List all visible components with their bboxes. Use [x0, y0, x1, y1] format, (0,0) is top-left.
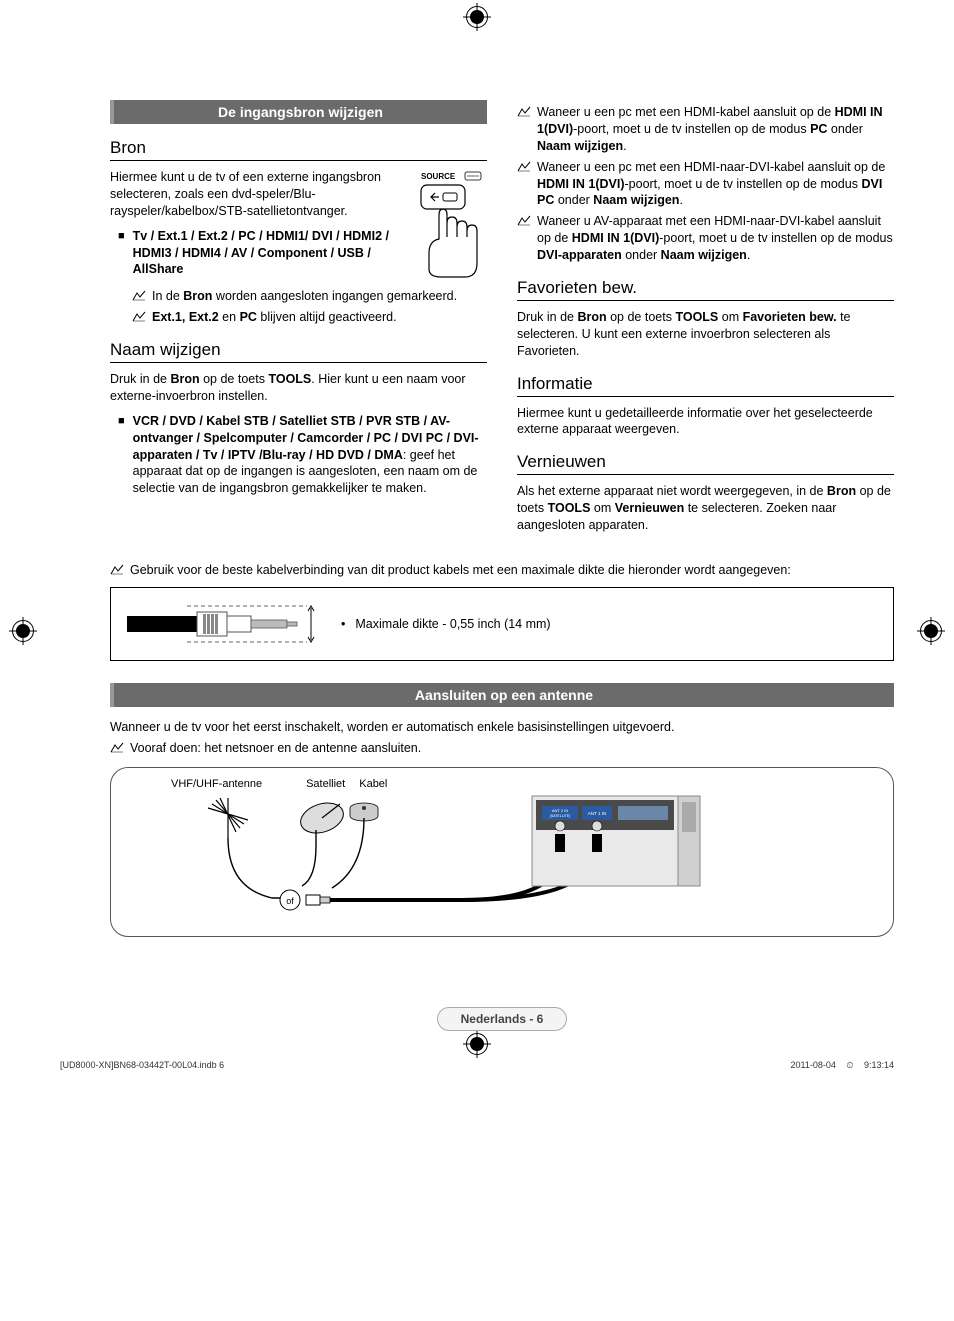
- note-icon: [517, 161, 531, 173]
- heading-vernieuwen: Vernieuwen: [517, 452, 894, 475]
- note-icon: [132, 290, 146, 302]
- source-button-hand-icon: SOURCE: [417, 169, 487, 282]
- antenna-section: Aansluiten op een antenne Wanneer u de t…: [110, 683, 894, 937]
- note-text: Waneer u een pc met een HDMI-kabel aansl…: [537, 104, 894, 155]
- note-hdmi-pc: Waneer u een pc met een HDMI-kabel aansl…: [517, 104, 894, 155]
- note-icon: [132, 311, 146, 323]
- cable-connector-icon: [127, 602, 317, 646]
- note-text: Ext.1, Ext.2 en PC blijven altijd geacti…: [152, 309, 397, 326]
- note-hdmi-dvi-pc: Waneer u een pc met een HDMI-naar-DVI-ka…: [517, 159, 894, 210]
- note-bron-connected: In de Bron worden aangesloten ingangen g…: [132, 288, 487, 305]
- note-hdmi-dvi-av: Waneer u AV-apparaat met een HDMI-naar-D…: [517, 213, 894, 264]
- note-icon: [517, 106, 531, 118]
- antenna-wiring-svg: of ANT 2 IN (SATELLITE): [131, 778, 873, 928]
- note-icon: [517, 215, 531, 227]
- naam-intro: Druk in de Bron op de toets TOOLS. Hier …: [110, 371, 487, 405]
- cable-thickness-note: Gebruik voor de beste kabelverbinding va…: [110, 562, 894, 579]
- informatieES-text: Hiermee kunt u gedetailleerde informatie…: [517, 405, 894, 439]
- doc-time: 9:13:14: [864, 1060, 894, 1070]
- satellite-dish-icon: [297, 798, 347, 846]
- tv-back-panel-icon: ANT 2 IN (SATELLITE) ANT 1 IN: [532, 796, 700, 886]
- antenna-pre-note: Vooraf doen: het netsnoer en de antenne …: [110, 740, 894, 757]
- page-content: De ingangsbron wijzigen Bron Hiermee kun…: [0, 0, 954, 1091]
- note-text: Waneer u een pc met een HDMI-naar-DVI-ka…: [537, 159, 894, 210]
- svg-text:ANT 1 IN: ANT 1 IN: [588, 811, 606, 816]
- antenna-intro: Wanneer u de tv voor het eerst inschakel…: [110, 719, 894, 737]
- right-column: Waneer u een pc met een HDMI-kabel aansl…: [517, 100, 894, 542]
- vernieuwen-text: Als het externe apparaat niet wordt weer…: [517, 483, 894, 534]
- note-text: Waneer u AV-apparaat met een HDMI-naar-D…: [537, 213, 894, 264]
- favorieten-text: Druk in de Bron op de toets TOOLS om Fav…: [517, 309, 894, 360]
- source-list-text: Tv / Ext.1 / Ext.2 / PC / HDMI1/ DVI / H…: [133, 228, 407, 279]
- note-icon: [110, 742, 124, 754]
- cable-diagram-box: Maximale dikte - 0,55 inch (14 mm): [110, 587, 894, 661]
- source-list-item: Tv / Ext.1 / Ext.2 / PC / HDMI1/ DVI / H…: [118, 228, 407, 279]
- bron-intro-text: Hiermee kunt u de tv of een externe inga…: [110, 169, 407, 220]
- heading-informatie: Informatie: [517, 374, 894, 397]
- section-header-ingangsbron: De ingangsbron wijzigen: [110, 100, 487, 124]
- heading-bron: Bron: [110, 138, 487, 161]
- section-header-antenne: Aansluiten op een antenne: [110, 683, 894, 707]
- naam-device-list: VCR / DVD / Kabel STB / Satelliet STB / …: [118, 413, 487, 497]
- note-icon: [110, 564, 124, 576]
- label-satelliet: Satelliet: [306, 778, 345, 790]
- cable-max-thickness: Maximale dikte - 0,55 inch (14 mm): [341, 617, 551, 631]
- note-text: In de Bron worden aangesloten ingangen g…: [152, 288, 457, 305]
- doc-date: 2011-08-04: [791, 1060, 836, 1070]
- page-number-badge: Nederlands - 6: [437, 1007, 567, 1031]
- document-footer: [UD8000-XN]BN68-03442T-00L04.indb 6 2011…: [60, 1060, 894, 1071]
- left-column: De ingangsbron wijzigen Bron Hiermee kun…: [110, 100, 487, 542]
- heading-naam-wijzigen: Naam wijzigen: [110, 340, 487, 363]
- heading-favorieten: Favorieten bew.: [517, 278, 894, 301]
- of-label: of: [286, 896, 294, 906]
- svg-text:(SATELLITE): (SATELLITE): [550, 814, 571, 818]
- label-kabel: Kabel: [359, 778, 387, 790]
- clock-icon: ⏲: [846, 1060, 853, 1070]
- vhf-antenna-icon: [208, 798, 248, 838]
- antenna-pre-note-text: Vooraf doen: het netsnoer en de antenne …: [130, 740, 421, 757]
- svg-text:ANT 2 IN: ANT 2 IN: [552, 808, 568, 813]
- label-vhf: VHF/UHF-antenne: [171, 778, 262, 790]
- cable-note-text: Gebruik voor de beste kabelverbinding va…: [130, 562, 791, 579]
- antenna-diagram: VHF/UHF-antenne Satelliet Kabel: [110, 767, 894, 937]
- note-ext-pc: Ext.1, Ext.2 en PC blijven altijd geacti…: [132, 309, 487, 326]
- doc-filename: [UD8000-XN]BN68-03442T-00L04.indb 6: [60, 1060, 224, 1071]
- source-label: SOURCE: [421, 172, 456, 181]
